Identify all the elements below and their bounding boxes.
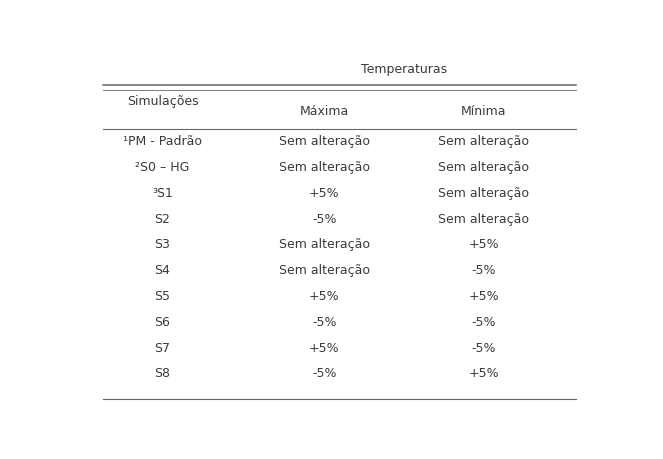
- Text: S6: S6: [154, 316, 170, 329]
- Text: +5%: +5%: [309, 290, 339, 303]
- Text: Sem alteração: Sem alteração: [279, 135, 370, 148]
- Text: -5%: -5%: [312, 316, 337, 329]
- Text: Máxima: Máxima: [300, 105, 349, 118]
- Text: +5%: +5%: [468, 367, 499, 381]
- Text: Sem alteração: Sem alteração: [438, 187, 529, 200]
- Text: S5: S5: [154, 290, 170, 303]
- Text: S4: S4: [154, 264, 170, 277]
- Text: ¹PM - Padrão: ¹PM - Padrão: [123, 135, 202, 148]
- Text: Sem alteração: Sem alteração: [438, 161, 529, 174]
- Text: Temperaturas: Temperaturas: [361, 63, 447, 76]
- Text: -5%: -5%: [312, 367, 337, 381]
- Text: +5%: +5%: [309, 341, 339, 354]
- Text: +5%: +5%: [468, 238, 499, 252]
- Text: Sem alteração: Sem alteração: [279, 238, 370, 252]
- Text: ³S1: ³S1: [152, 187, 173, 200]
- Text: S2: S2: [154, 213, 170, 225]
- Text: +5%: +5%: [309, 187, 339, 200]
- Text: -5%: -5%: [471, 341, 496, 354]
- Text: -5%: -5%: [471, 316, 496, 329]
- Text: +5%: +5%: [468, 290, 499, 303]
- Text: Sem alteração: Sem alteração: [438, 213, 529, 225]
- Text: Mínima: Mínima: [461, 105, 507, 118]
- Text: Simulações: Simulações: [127, 95, 198, 107]
- Text: Sem alteração: Sem alteração: [438, 135, 529, 148]
- Text: Sem alteração: Sem alteração: [279, 161, 370, 174]
- Text: Sem alteração: Sem alteração: [279, 264, 370, 277]
- Text: -5%: -5%: [312, 213, 337, 225]
- Text: S3: S3: [154, 238, 170, 252]
- Text: S8: S8: [154, 367, 170, 381]
- Text: S7: S7: [154, 341, 170, 354]
- Text: ²S0 – HG: ²S0 – HG: [135, 161, 190, 174]
- Text: -5%: -5%: [471, 264, 496, 277]
